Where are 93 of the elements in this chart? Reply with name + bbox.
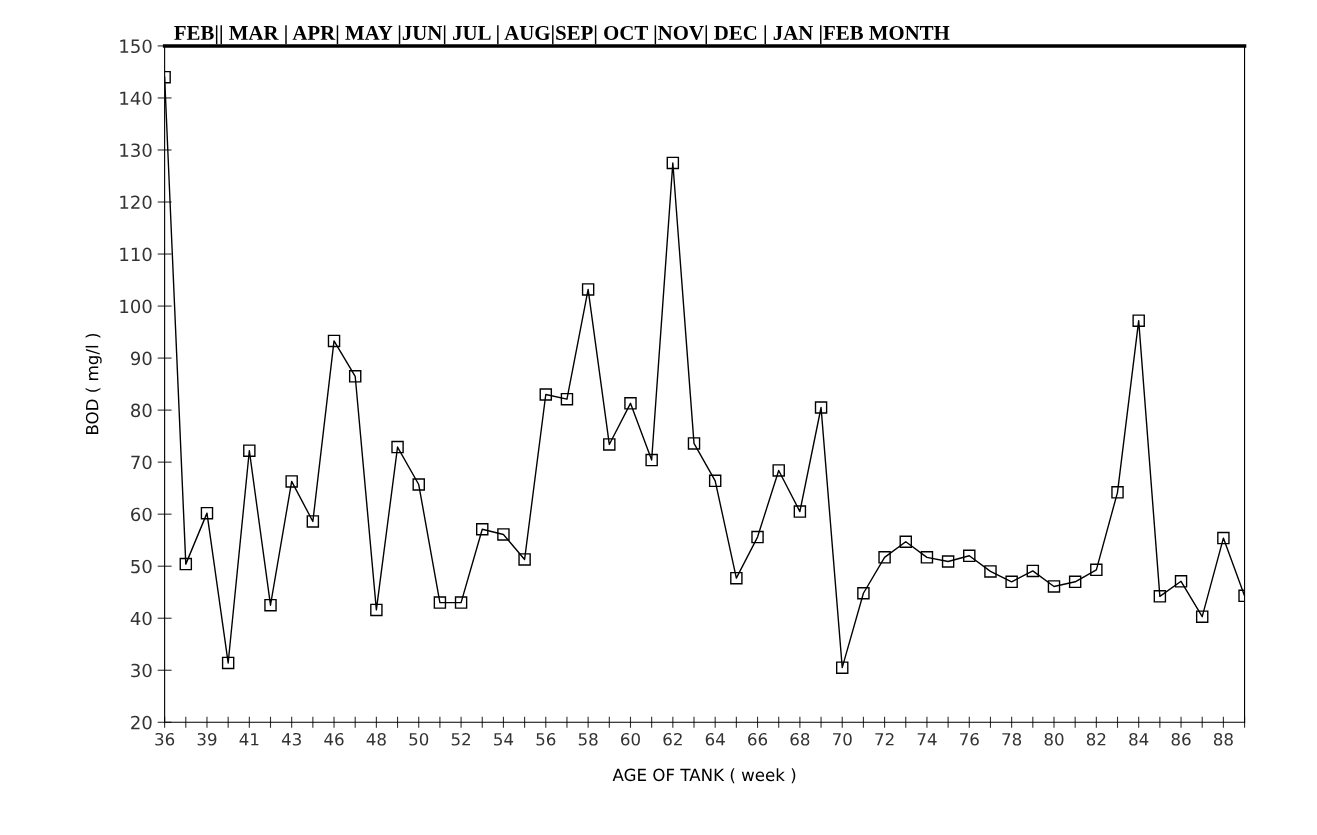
point bbox=[899, 535, 913, 548]
point bbox=[1047, 580, 1061, 593]
x-tick-label: 54 bbox=[494, 733, 514, 746]
point bbox=[560, 392, 574, 406]
y-tick-label: 140 bbox=[120, 91, 152, 106]
point bbox=[581, 283, 595, 296]
x-tick-label: 84 bbox=[1129, 732, 1149, 746]
point bbox=[221, 656, 235, 670]
y-tick-label: 20 bbox=[131, 715, 152, 730]
y-tick-label: 50 bbox=[131, 559, 152, 574]
point bbox=[687, 437, 701, 450]
x-tick-label: 68 bbox=[790, 732, 810, 746]
point bbox=[666, 156, 680, 170]
point bbox=[730, 571, 743, 585]
x-tick-label: 56 bbox=[536, 732, 556, 746]
point bbox=[518, 553, 531, 566]
point bbox=[603, 438, 616, 451]
y-tick-label: 130 bbox=[120, 143, 152, 158]
point bbox=[391, 440, 404, 454]
x-tick-label: 70 bbox=[833, 732, 852, 746]
point bbox=[264, 598, 277, 612]
y-tick-label: 90 bbox=[130, 351, 152, 366]
point bbox=[1195, 610, 1209, 623]
point bbox=[1068, 575, 1082, 589]
point bbox=[1217, 531, 1230, 545]
point bbox=[497, 528, 510, 541]
x-tick-label: 72 bbox=[875, 732, 894, 746]
x-tick-label: 76 bbox=[960, 732, 979, 746]
x-tick-label: 43 bbox=[281, 732, 301, 746]
point bbox=[1111, 486, 1124, 499]
x-tick-label: 62 bbox=[663, 732, 682, 746]
x-tick-label: 66 bbox=[748, 732, 768, 746]
y-tick-label: 100 bbox=[120, 299, 152, 314]
point bbox=[835, 661, 849, 674]
point bbox=[476, 523, 489, 536]
point bbox=[306, 515, 320, 528]
x-tick-label: 46 bbox=[324, 732, 344, 746]
x-tick-label: 36 bbox=[155, 732, 175, 746]
x-tick-label: 64 bbox=[705, 732, 725, 746]
y-tick-label: 110 bbox=[120, 247, 152, 262]
x-tick-label: 86 bbox=[1171, 732, 1191, 746]
point bbox=[708, 474, 722, 488]
x-tick-label: 50 bbox=[409, 732, 429, 746]
point bbox=[857, 586, 870, 600]
x-tick-label: 88 bbox=[1213, 732, 1233, 746]
point bbox=[179, 557, 193, 571]
point bbox=[370, 603, 383, 617]
y-tick-label: 40 bbox=[130, 611, 152, 626]
point bbox=[1026, 564, 1040, 578]
point bbox=[1174, 575, 1188, 588]
point bbox=[878, 551, 891, 564]
x-tick-label: 60 bbox=[621, 732, 640, 746]
text: FEB|| MAR | APR| MAY |JUN| JUL | AUG|SEP| OCT |NOV| DEC | JAN |FEB MONTH bbox=[174, 25, 950, 45]
x-tick-label: 41 bbox=[239, 733, 259, 746]
point bbox=[645, 453, 658, 467]
point bbox=[1005, 575, 1018, 589]
y-tick-label: 60 bbox=[131, 507, 152, 522]
point bbox=[751, 530, 764, 544]
x-tick-label: 58 bbox=[578, 732, 598, 746]
point bbox=[243, 444, 256, 457]
x-tick-label: 39 bbox=[197, 732, 217, 746]
point bbox=[793, 505, 807, 518]
y-tick-label: 150 bbox=[120, 39, 152, 54]
point bbox=[772, 464, 785, 477]
y-axis-title: BOD ( mg/l ) bbox=[85, 334, 102, 434]
point bbox=[920, 551, 934, 564]
x-axis-title: AGE OF TANK ( week ) bbox=[612, 768, 796, 784]
point bbox=[624, 397, 637, 410]
y-tick-label: 30 bbox=[131, 663, 152, 678]
point bbox=[963, 549, 976, 563]
x-tick-label: 52 bbox=[451, 732, 471, 746]
point bbox=[285, 475, 298, 488]
y-tick-label: 70 bbox=[131, 455, 152, 470]
point bbox=[412, 478, 425, 491]
x-tick-label: 48 bbox=[366, 732, 386, 746]
point bbox=[1132, 314, 1145, 327]
point bbox=[1153, 590, 1167, 603]
point bbox=[348, 370, 362, 383]
point bbox=[327, 334, 341, 348]
point bbox=[984, 565, 997, 578]
y-tick-label: 80 bbox=[131, 403, 152, 418]
x-tick-label: 82 bbox=[1086, 732, 1106, 746]
point bbox=[433, 596, 447, 609]
point bbox=[200, 506, 214, 520]
y-tick-label: 120 bbox=[120, 195, 152, 210]
point bbox=[941, 555, 955, 568]
point bbox=[1090, 563, 1103, 577]
x-tick-label: 78 bbox=[1002, 732, 1022, 746]
x-tick-label: 74 bbox=[917, 733, 937, 746]
x-tick-label: 80 bbox=[1044, 732, 1064, 746]
point bbox=[814, 401, 828, 414]
point bbox=[454, 596, 468, 609]
point bbox=[539, 388, 553, 401]
